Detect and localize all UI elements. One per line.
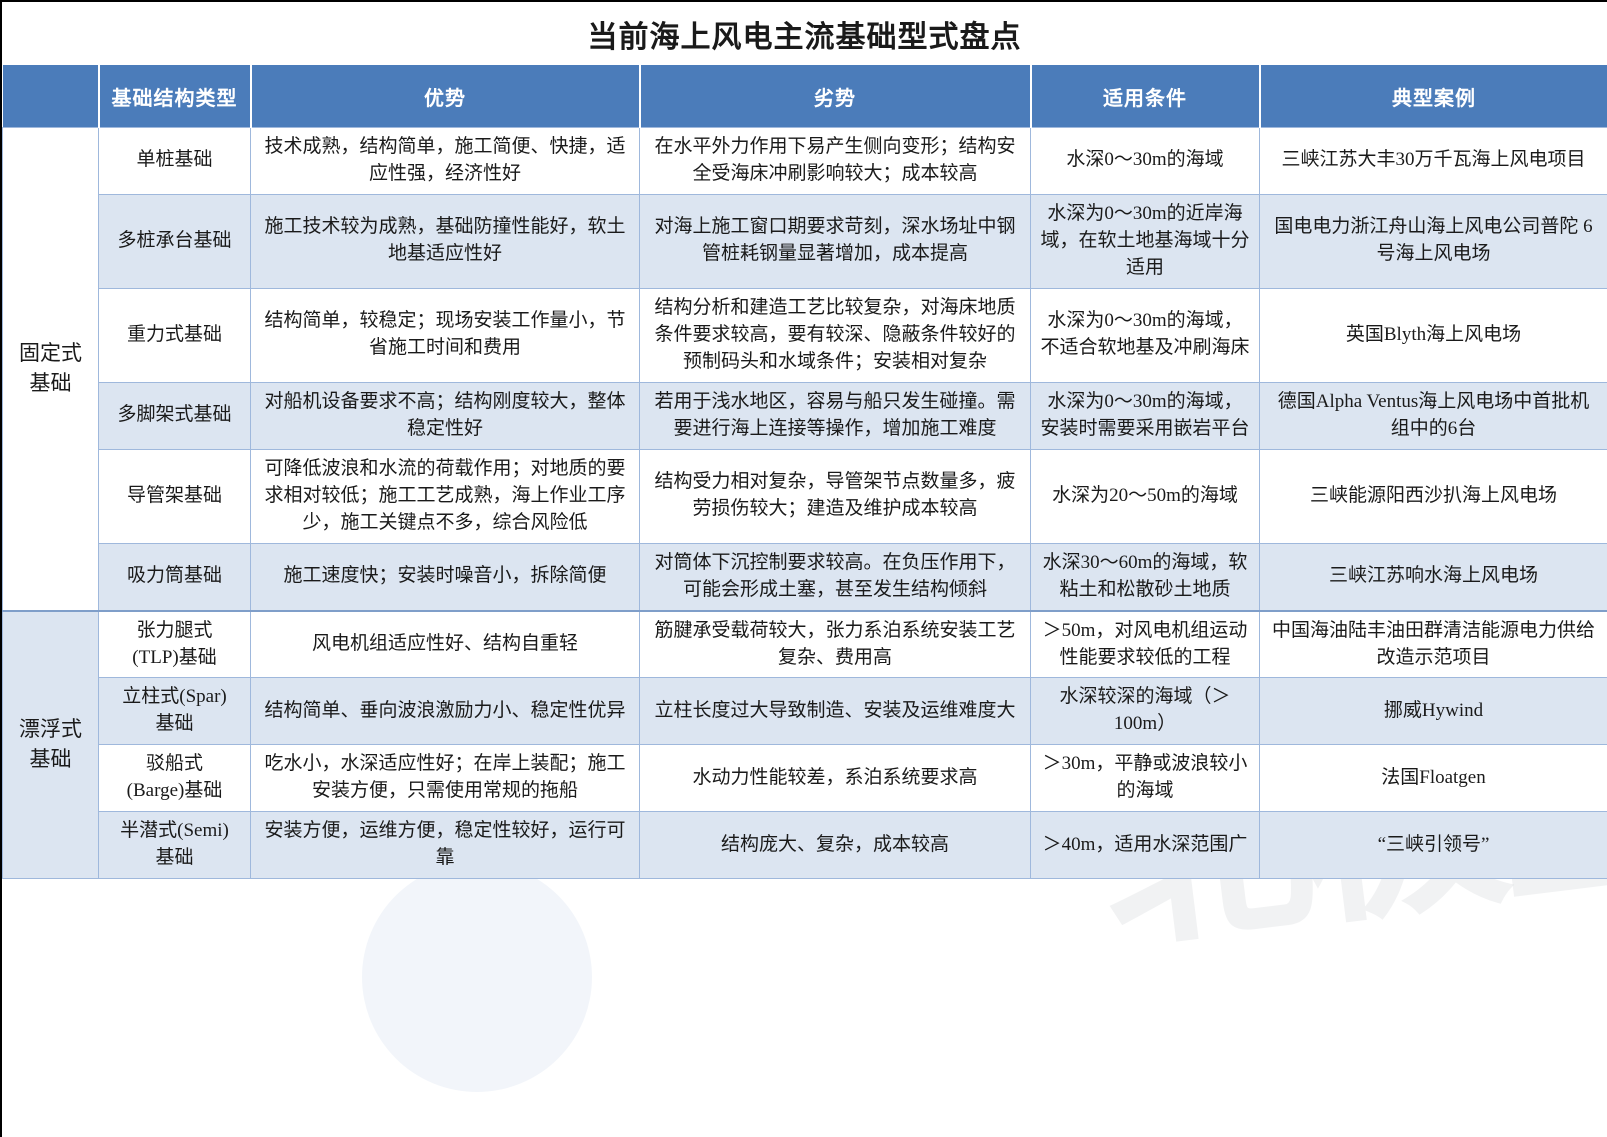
cell-disadvantage: 结构庞大、复杂，成本较高 xyxy=(639,811,1031,880)
cell-case: 挪威Hywind xyxy=(1259,677,1607,746)
cell-case: 三峡江苏响水海上风电场 xyxy=(1259,542,1607,612)
cell-disadvantage: 结构受力相对复杂，导管架节点数量多，疲劳损伤较大；建造及维护成本较高 xyxy=(639,448,1031,544)
cell-type: 多脚架式基础 xyxy=(98,381,251,450)
table-body: 固定式 基础 单桩基础 技术成熟，结构简单，施工简便、快捷，适应性强，经济性好 在… xyxy=(2,126,1607,880)
cell-case: 三峡能源阳西沙扒海上风电场 xyxy=(1259,448,1607,544)
page-title: 当前海上风电主流基础型式盘点 xyxy=(587,20,1022,54)
table-row: 半潜式(Semi) 基础 安装方便，运维方便，稳定性较好，运行可靠 结构庞大、复杂… xyxy=(3,811,1607,880)
cell-type: 单桩基础 xyxy=(98,127,251,195)
cell-condition: ＞50m，对风电机组运动性能要求较低的工程 xyxy=(1030,609,1260,679)
cell-advantage: 技术成熟，结构简单，施工简便、快捷，适应性强，经济性好 xyxy=(250,127,640,195)
cell-advantage: 结构简单、垂向波浪激励力小、稳定性优异 xyxy=(250,677,640,746)
watermark-logo-icon xyxy=(362,862,592,1092)
cell-condition: 水深为20～50m的海域 xyxy=(1030,448,1260,544)
table-header: 基础结构类型 优势 劣势 适用条件 典型案例 xyxy=(2,65,1607,128)
cell-condition: 水深为0～30m的海域，安装时需要采用嵌岩平台 xyxy=(1030,381,1260,450)
header-cell-spacer xyxy=(2,65,100,128)
cell-advantage: 施工速度快；安装时噪音小，拆除简便 xyxy=(250,542,640,612)
cell-advantage: 安装方便，运维方便，稳定性较好，运行可靠 xyxy=(250,811,640,880)
cell-type: 导管架基础 xyxy=(98,448,251,544)
table-row: 吸力筒基础 施工速度快；安装时噪音小，拆除简便 对筒体下沉控制要求较高。在负压作… xyxy=(3,542,1607,612)
cell-case: 英国Blyth海上风电场 xyxy=(1259,287,1607,383)
cell-case: 中国海油陆丰油田群清洁能源电力供给改造示范项目 xyxy=(1259,609,1607,679)
cell-type: 多桩承台基础 xyxy=(98,193,251,289)
cell-advantage: 对船机设备要求不高；结构刚度较大，整体稳定性好 xyxy=(250,381,640,450)
cell-condition: 水深30～60m的海域，软粘土和松散砂土地质 xyxy=(1030,542,1260,612)
cell-case: 三峡江苏大丰30万千瓦海上风电项目 xyxy=(1259,127,1607,195)
cell-condition: 水深较深的海域（＞100m） xyxy=(1030,677,1260,746)
table-row: 固定式 基础 单桩基础 技术成熟，结构简单，施工简便、快捷，适应性强，经济性好 在… xyxy=(2,126,1607,612)
cell-advantage: 可降低波浪和水流的荷载作用；对地质的要求相对较低；施工工艺成熟，海上作业工序少，… xyxy=(250,448,640,544)
header-cell-case: 典型案例 xyxy=(1259,65,1607,128)
header-cell-type: 基础结构类型 xyxy=(98,65,252,128)
cell-condition: 水深为0～30m的近岸海域，在软土地基海域十分适用 xyxy=(1030,193,1260,289)
cell-advantage: 吃水小，水深适应性好；在岸上装配；施工安装方便，只需使用常规的拖船 xyxy=(250,744,640,813)
cell-disadvantage: 对筒体下沉控制要求较高。在负压作用下，可能会形成土塞，甚至发生结构倾斜 xyxy=(639,542,1031,612)
cell-type: 张力腿式 (TLP)基础 xyxy=(98,609,251,679)
cell-type: 立柱式(Spar) 基础 xyxy=(98,677,251,746)
cell-disadvantage: 立柱长度过大导致制造、安装及运维难度大 xyxy=(639,677,1031,746)
header-cell-advantage: 优势 xyxy=(250,65,641,128)
cell-disadvantage: 结构分析和建造工艺比较复杂，对海床地质条件要求较高，要有较深、隐蔽条件较好的预制… xyxy=(639,287,1031,383)
header-cell-disadvantage: 劣势 xyxy=(639,65,1032,128)
table-row: 导管架基础 可降低波浪和水流的荷载作用；对地质的要求相对较低；施工工艺成熟，海上… xyxy=(3,448,1607,544)
cell-condition: 水深为0～30m的海域，不适合软地基及冲刷海床 xyxy=(1030,287,1260,383)
cell-advantage: 施工技术较为成熟，基础防撞性能好，软土地基适应性好 xyxy=(250,193,640,289)
table-row: 立柱式(Spar) 基础 结构简单、垂向波浪激励力小、稳定性优异 立柱长度过大导致… xyxy=(3,677,1607,746)
table-row: 驳船式 (Barge)基础 吃水小，水深适应性好；在岸上装配；施工安装方便，只需使… xyxy=(3,744,1607,813)
table-row: 多桩承台基础 施工技术较为成熟，基础防撞性能好，软土地基适应性好 对海上施工窗口… xyxy=(3,193,1607,289)
cell-case: 德国Alpha Ventus海上风电场中首批机组中的6台 xyxy=(1259,381,1607,450)
cell-disadvantage: 水动力性能较差，系泊系统要求高 xyxy=(639,744,1031,813)
cell-advantage: 风电机组适应性好、结构自重轻 xyxy=(250,609,640,679)
cell-type: 吸力筒基础 xyxy=(98,542,251,612)
group-label-fixed: 固定式 基础 xyxy=(2,126,99,612)
table-title-band: 当前海上风电主流基础型式盘点 xyxy=(2,2,1607,65)
table-row: 多脚架式基础 对船机设备要求不高；结构刚度较大，整体稳定性好 若用于浅水地区，容… xyxy=(3,381,1607,450)
table-row: 重力式基础 结构简单，较稳定；现场安装工作量小，节省施工时间和费用 结构分析和建… xyxy=(3,287,1607,383)
table-row: 漂浮式 基础 张力腿式 (TLP)基础 风电机组适应性好、结构自重轻 筋腱承受载荷较… xyxy=(2,609,1607,880)
cell-disadvantage: 筋腱承受载荷较大，张力系泊系统安装工艺复杂、费用高 xyxy=(639,609,1031,679)
cell-type: 半潜式(Semi) 基础 xyxy=(98,811,251,880)
cell-advantage: 结构简单，较稳定；现场安装工作量小，节省施工时间和费用 xyxy=(250,287,640,383)
cell-case: 法国Floatgen xyxy=(1259,744,1607,813)
cell-type: 驳船式 (Barge)基础 xyxy=(98,744,251,813)
cell-case: “三峡引领号” xyxy=(1259,811,1607,880)
cell-disadvantage: 对海上施工窗口期要求苛刻，深水场址中钢管桩耗钢量显著增加，成本提高 xyxy=(639,193,1031,289)
cell-type: 重力式基础 xyxy=(98,287,251,383)
cell-condition: ＞40m，适用水深范围广 xyxy=(1030,811,1260,880)
cell-condition: 水深0～30m的海域 xyxy=(1030,127,1260,195)
header-cell-condition: 适用条件 xyxy=(1030,65,1261,128)
cell-disadvantage: 在水平外力作用下易产生侧向变形；结构安全受海床冲刷影响较大；成本较高 xyxy=(639,127,1031,195)
group-label-floating: 漂浮式 基础 xyxy=(2,609,99,880)
foundation-types-table: 基础结构类型 优势 劣势 适用条件 典型案例 固定式 基础 单桩基础 技术成熟，结… xyxy=(2,65,1607,880)
table-header-row: 基础结构类型 优势 劣势 适用条件 典型案例 xyxy=(2,65,1607,128)
cell-condition: ＞30m，平静或波浪较小的海域 xyxy=(1030,744,1260,813)
cell-case: 国电电力浙江舟山海上风电公司普陀 6号海上风电场 xyxy=(1259,193,1607,289)
cell-disadvantage: 若用于浅水地区，容易与船只发生碰撞。需要进行海上连接等操作，增加施工难度 xyxy=(639,381,1031,450)
